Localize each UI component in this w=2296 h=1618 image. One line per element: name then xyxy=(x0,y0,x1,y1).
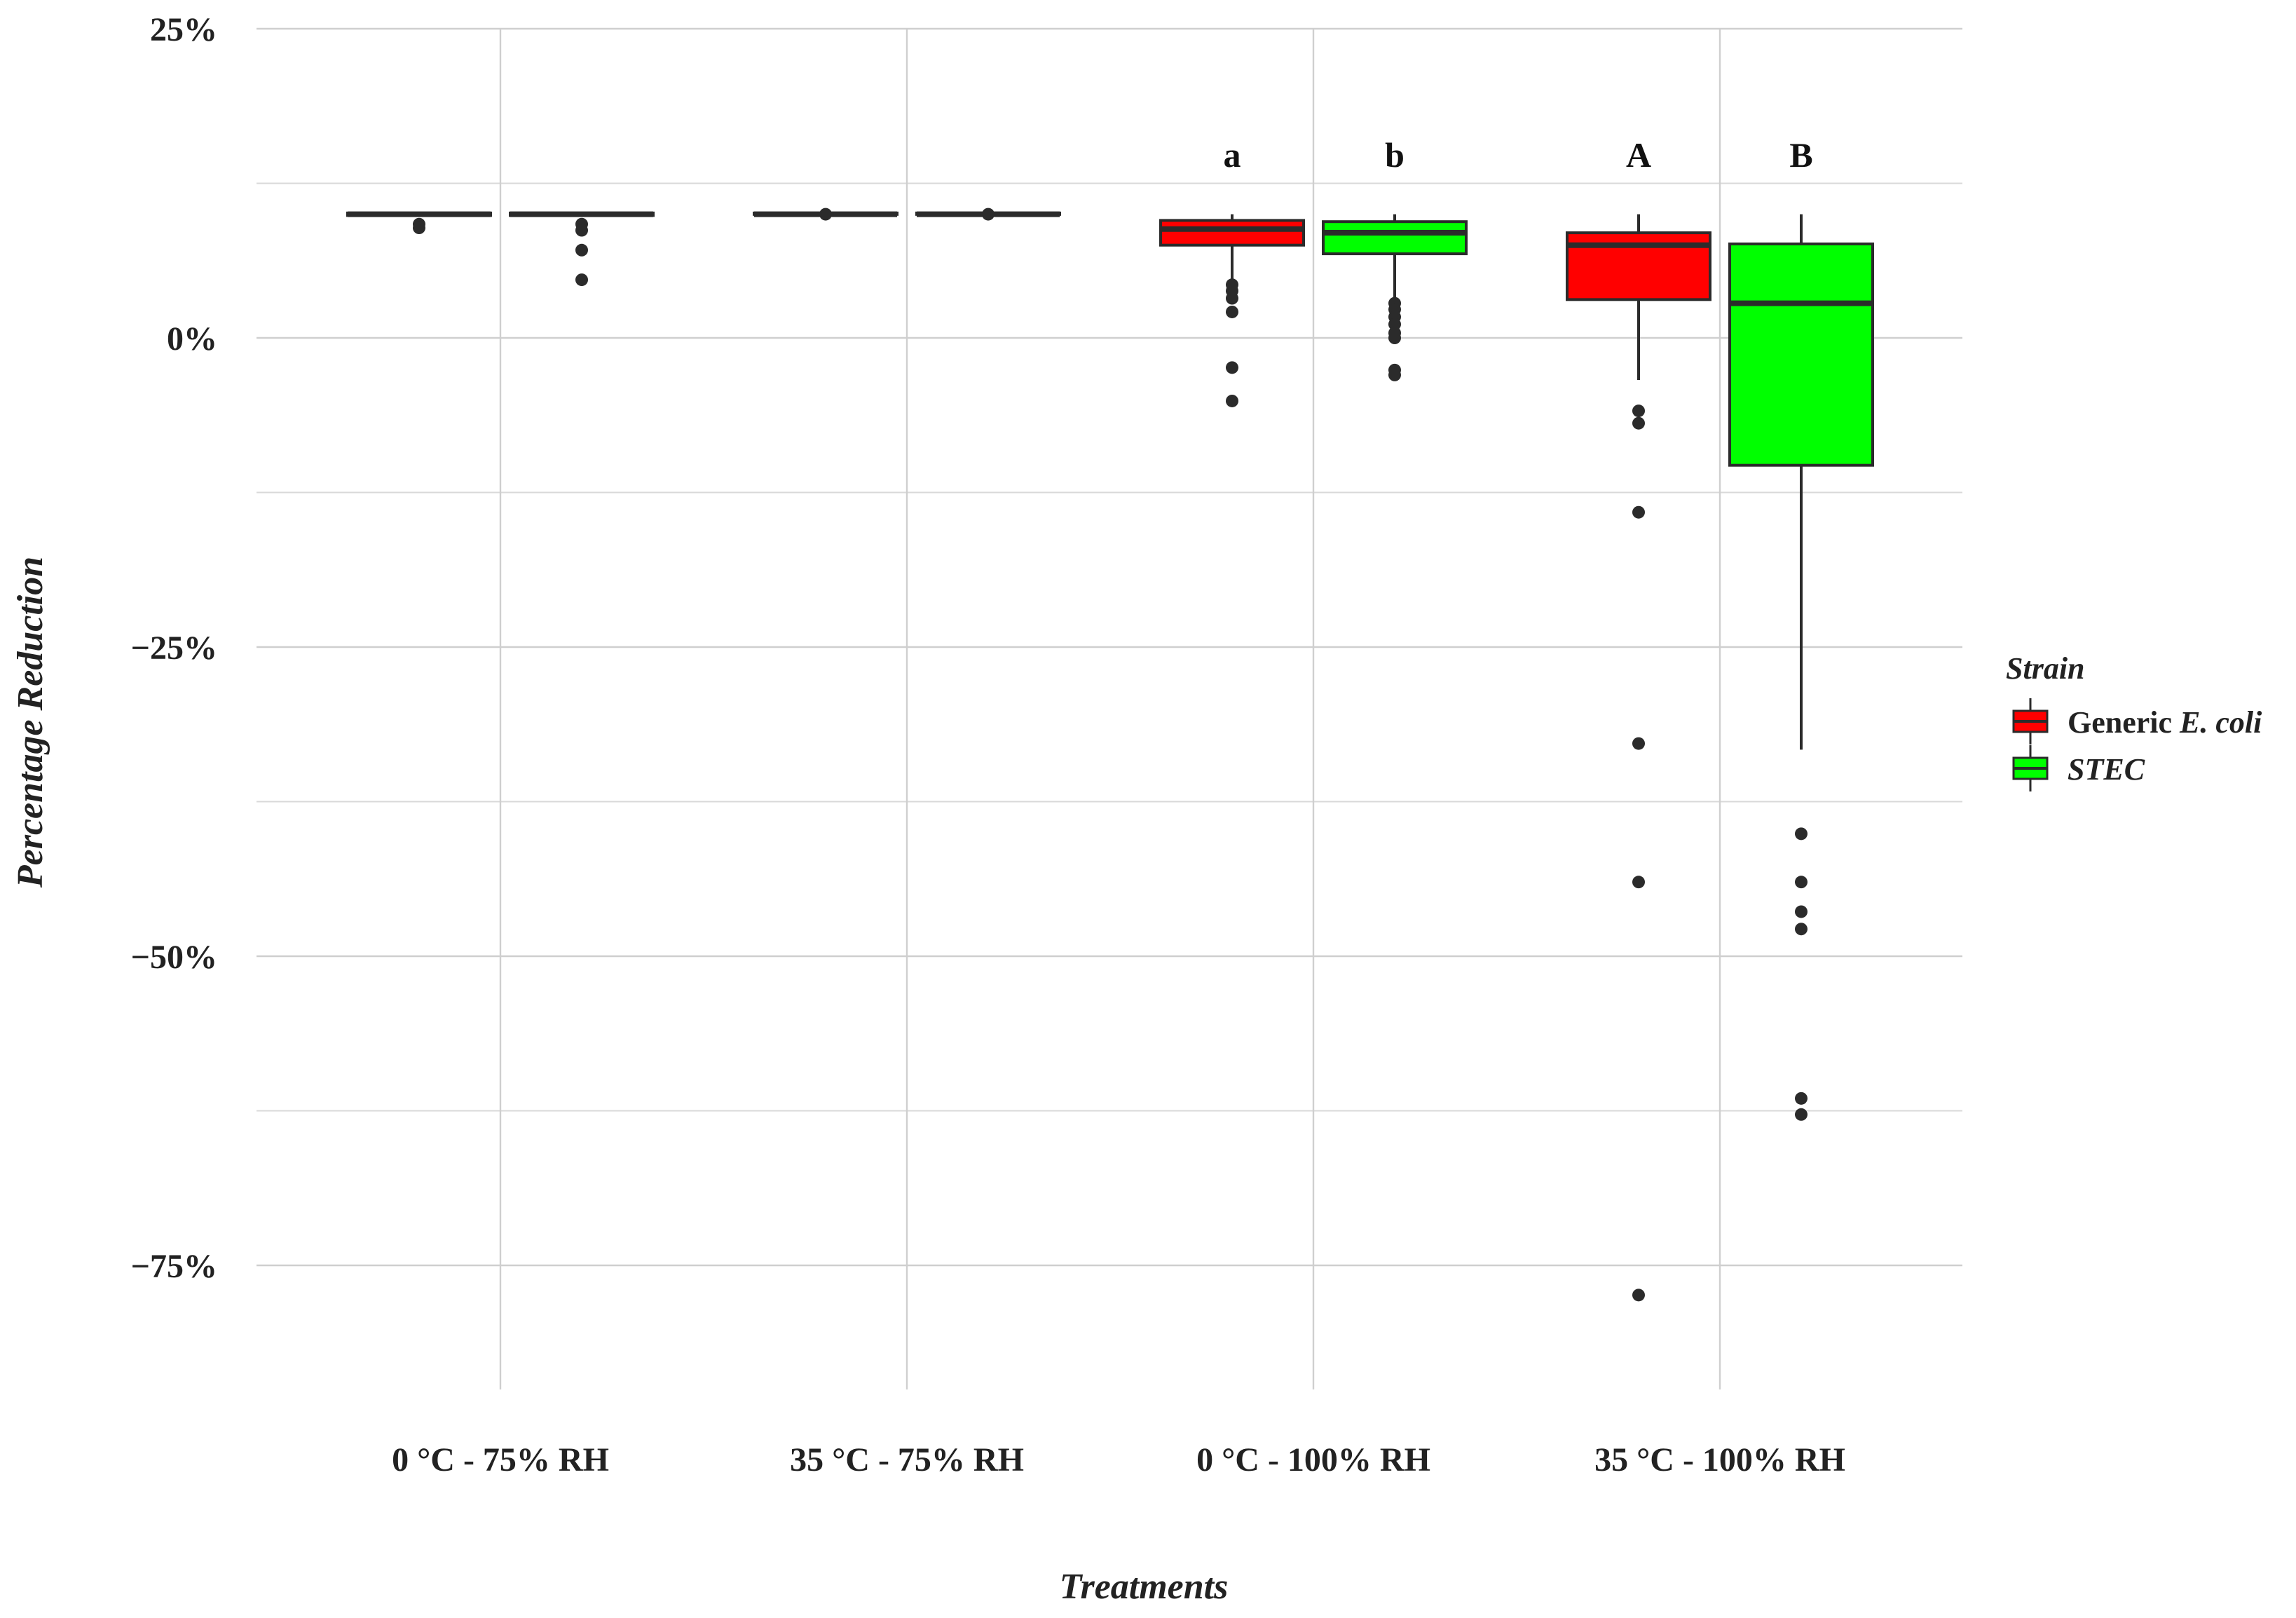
grid-lines xyxy=(257,27,1962,1389)
outlier-point xyxy=(575,273,588,287)
box-generic-0 xyxy=(346,211,492,235)
box-stec-2 xyxy=(1322,214,1468,381)
x-tick-label: 0 °C - 100% RH xyxy=(1196,1441,1430,1478)
box-generic-3 xyxy=(1566,214,1711,1302)
outlier-point xyxy=(1795,876,1808,889)
x-axis-title: Treatments xyxy=(1060,1567,1229,1607)
outlier-point xyxy=(1632,876,1645,889)
box-body xyxy=(1322,220,1468,256)
outlier-point xyxy=(819,208,832,221)
legend-item-stec: STEC xyxy=(2012,745,2145,791)
legend-label: Generic E. coli xyxy=(2068,705,2262,740)
legend-label: STEC xyxy=(2068,752,2145,787)
outlier-point xyxy=(1632,404,1645,418)
box-generic-1 xyxy=(753,208,898,221)
outlier-point xyxy=(1632,1289,1645,1302)
x-tick-label: 35 °C - 100% RH xyxy=(1594,1441,1845,1478)
outlier-point xyxy=(1795,1092,1808,1105)
outlier-point xyxy=(982,208,995,221)
box-series xyxy=(346,208,1874,1302)
outlier-point xyxy=(413,222,425,235)
y-axis-title: Percentage Reduction xyxy=(11,557,50,888)
legend-item-generic: Generic E. coli xyxy=(2012,698,2262,745)
significance-label: B xyxy=(1789,135,1812,175)
y-axis-ticks: 25% 0% −25% −50% −75% xyxy=(131,11,217,1285)
outlier-point xyxy=(575,243,588,257)
box-stec-3 xyxy=(1728,214,1874,1121)
outlier-point xyxy=(1388,318,1401,331)
outlier-point xyxy=(1795,1108,1808,1121)
outlier-point xyxy=(1226,292,1238,305)
y-tick-label: −25% xyxy=(131,630,217,667)
outlier-point xyxy=(1388,368,1401,381)
y-tick-label: −75% xyxy=(131,1248,217,1285)
outlier-point xyxy=(1226,361,1238,374)
y-tick-label: −50% xyxy=(131,939,217,976)
significance-label: a xyxy=(1224,135,1241,175)
legend-title: Strain xyxy=(2006,651,2085,686)
outlier-point xyxy=(1632,505,1645,519)
outlier-point xyxy=(1226,305,1238,318)
legend: Strain Generic E. coli STEC xyxy=(2006,651,2262,791)
box-stec-1 xyxy=(915,208,1061,221)
x-tick-label: 0 °C - 75% RH xyxy=(392,1441,609,1478)
outlier-point xyxy=(1632,416,1645,430)
x-tick-label: 35 °C - 75% RH xyxy=(790,1441,1024,1478)
outlier-point xyxy=(1388,332,1401,344)
box-body xyxy=(1728,242,1874,467)
box-body xyxy=(1159,219,1305,247)
y-tick-label: 25% xyxy=(150,11,217,48)
outlier-point xyxy=(1795,905,1808,918)
significance-label: A xyxy=(1626,135,1651,175)
outlier-point xyxy=(1226,394,1238,407)
outlier-point xyxy=(1795,827,1808,841)
box-generic-2 xyxy=(1159,214,1305,407)
outlier-point xyxy=(1795,923,1808,936)
outlier-point xyxy=(1632,737,1645,750)
y-tick-label: 0% xyxy=(167,320,217,358)
outlier-point xyxy=(575,224,588,237)
box-stec-0 xyxy=(509,211,655,287)
significance-label: b xyxy=(1385,135,1405,175)
x-axis-ticks: 0 °C - 75% RH 35 °C - 75% RH 0 °C - 100% R… xyxy=(392,1441,1845,1478)
